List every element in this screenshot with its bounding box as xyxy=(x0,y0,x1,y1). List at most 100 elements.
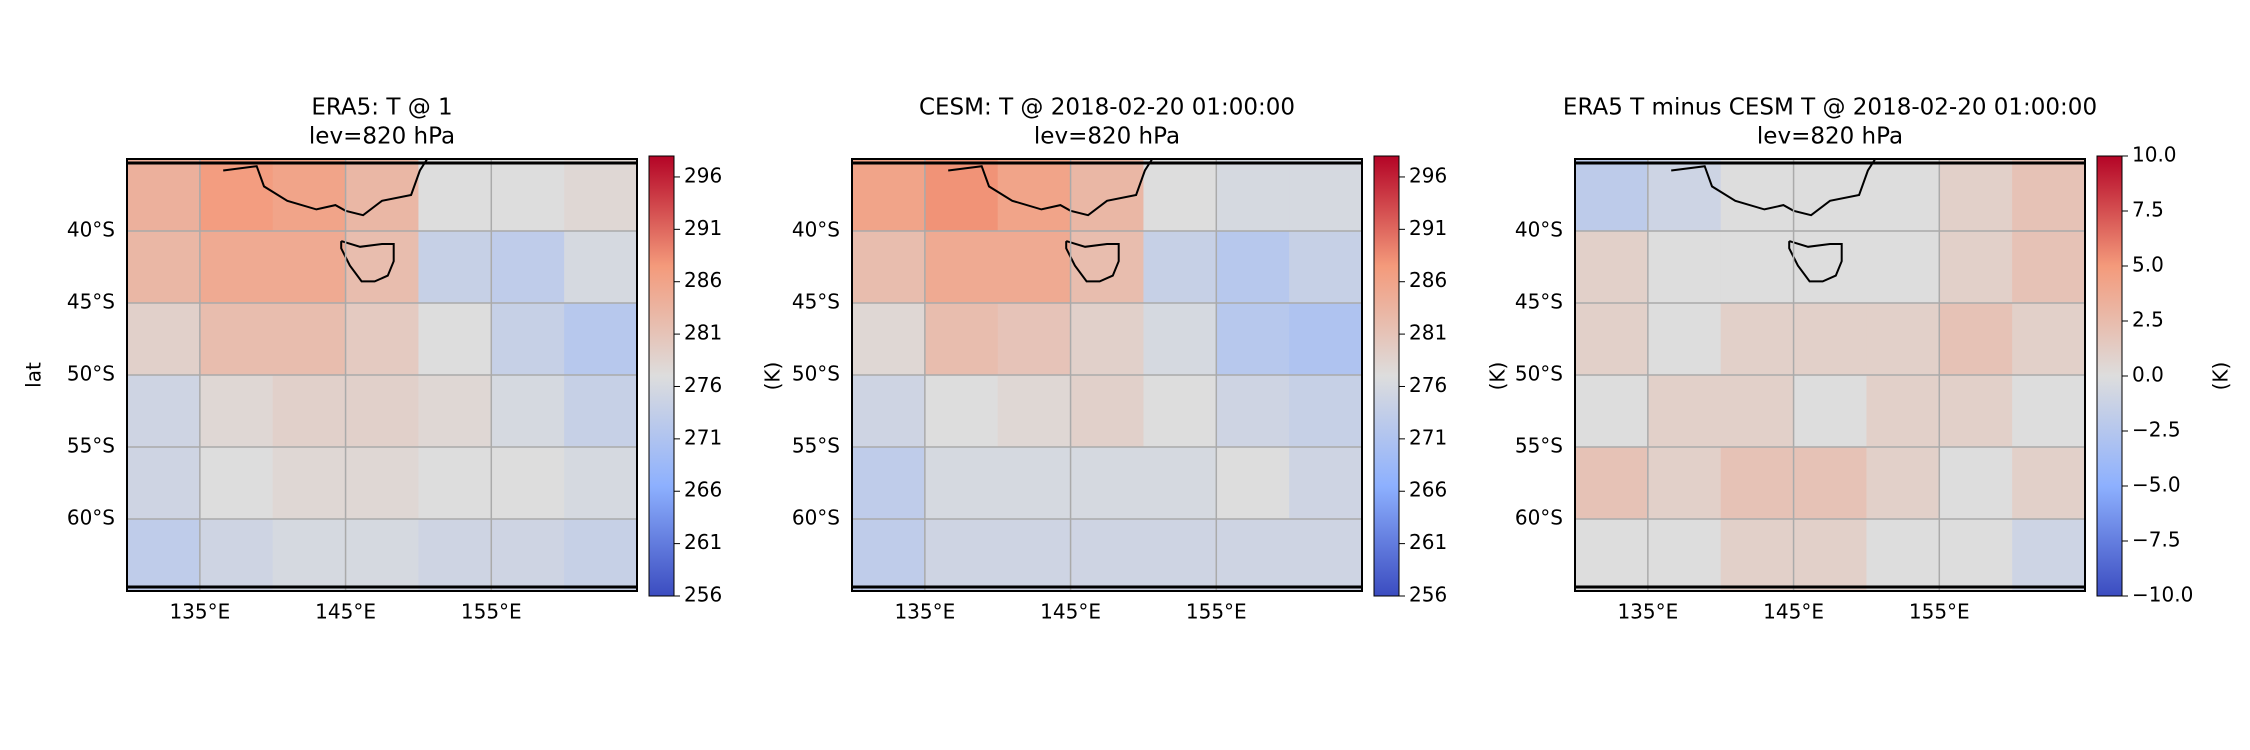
heat-cell xyxy=(1143,375,1217,448)
heat-cell xyxy=(199,159,274,232)
heat-cell xyxy=(1939,375,2013,448)
heat-cell xyxy=(924,519,999,592)
colorbar-tick-label: 256 xyxy=(684,583,722,607)
heat-cell xyxy=(491,231,565,304)
heat-cell xyxy=(997,159,1072,232)
x-tick-label: 145°E xyxy=(1040,600,1101,624)
colorbar xyxy=(648,155,675,597)
heat-cell xyxy=(199,447,274,520)
heat-cell xyxy=(199,375,274,448)
colorbar-tick-label: 291 xyxy=(1409,216,1447,240)
heat-cell xyxy=(924,231,999,304)
heat-cell xyxy=(418,159,492,232)
y-tick-label: 55°S xyxy=(792,434,840,458)
colorbar-tick-label: 5.0 xyxy=(2132,253,2164,277)
coastline xyxy=(340,240,395,283)
heat-cell xyxy=(997,447,1072,520)
x-tick-label: 155°E xyxy=(461,600,522,624)
coastline xyxy=(223,158,429,217)
coastline xyxy=(1065,240,1120,283)
heat-cell xyxy=(1647,231,1722,304)
y-tick-label: 60°S xyxy=(1515,506,1563,530)
heat-cell xyxy=(924,159,999,232)
panel-subtitle: lev=820 hPa xyxy=(1034,124,1180,150)
heat-cell xyxy=(272,231,347,304)
colorbar-tick-label: 296 xyxy=(684,163,722,187)
heat-cell xyxy=(1939,519,2013,592)
heat-cell xyxy=(199,303,274,376)
colorbar-tick-label: −10.0 xyxy=(2132,583,2193,607)
colorbar-tick-label: 261 xyxy=(684,530,722,554)
heat-cell xyxy=(1720,231,1795,304)
colorbar-tick-label: 2.5 xyxy=(2132,308,2164,332)
heat-cell xyxy=(564,519,638,592)
heat-cell xyxy=(491,447,565,520)
heat-cell xyxy=(272,519,347,592)
colorbar-label: (K) xyxy=(761,362,785,391)
panel-subtitle: lev=820 hPa xyxy=(309,124,455,150)
heat-cell xyxy=(127,447,201,520)
heat-cell xyxy=(1216,375,1290,448)
heat-cell xyxy=(1939,303,2013,376)
heat-cell xyxy=(1866,303,1940,376)
colorbar-tick-label: −7.5 xyxy=(2132,528,2181,552)
coastline xyxy=(1671,158,1877,217)
heat-cell xyxy=(852,231,926,304)
heat-cell xyxy=(418,447,492,520)
heat-cell xyxy=(272,447,347,520)
y-tick-label: 45°S xyxy=(1515,290,1563,314)
heat-cell xyxy=(1216,447,1290,520)
heat-cell xyxy=(1143,447,1217,520)
heat-cell xyxy=(997,519,1072,592)
colorbar-tick-label: 296 xyxy=(1409,163,1447,187)
heat-cell xyxy=(418,303,492,376)
y-tick-label: 45°S xyxy=(67,290,115,314)
colorbar-tick-label: −5.0 xyxy=(2132,473,2181,497)
heat-cell xyxy=(345,447,419,520)
colorbar-tick-label: 0.0 xyxy=(2132,363,2164,387)
heat-cell xyxy=(1289,231,1363,304)
colorbar-tick-label: 266 xyxy=(1409,478,1447,502)
colorbar-tick-label: 271 xyxy=(1409,425,1447,449)
heat-cell xyxy=(924,375,999,448)
heat-cell xyxy=(1939,447,2013,520)
colorbar-tick-label: −2.5 xyxy=(2132,418,2181,442)
colorbar-tick-label: 266 xyxy=(684,478,722,502)
heat-cell xyxy=(852,375,926,448)
y-tick-label: 50°S xyxy=(792,362,840,386)
x-tick-label: 155°E xyxy=(1186,600,1247,624)
heat-cell xyxy=(491,519,565,592)
heat-cell xyxy=(1647,519,1722,592)
colorbar xyxy=(2096,155,2123,597)
heat-cell xyxy=(2012,375,2086,448)
coastline xyxy=(948,158,1154,217)
heat-cell xyxy=(1216,303,1290,376)
map-panel: ERA5 T minus CESM T @ 2018-02-20 01:00:0… xyxy=(1515,95,2233,624)
heat-cell xyxy=(1070,231,1144,304)
colorbar xyxy=(1373,155,1400,597)
heat-cell xyxy=(1216,159,1290,232)
x-tick-label: 145°E xyxy=(315,600,376,624)
colorbar-tick-label: 256 xyxy=(1409,583,1447,607)
heat-cell xyxy=(127,519,201,592)
heat-cell xyxy=(1070,519,1144,592)
colorbar-tick-label: 276 xyxy=(684,373,722,397)
heat-cell xyxy=(127,375,201,448)
heat-cell xyxy=(997,303,1072,376)
heat-cell xyxy=(1793,303,1867,376)
heat-cell xyxy=(2012,231,2086,304)
heat-cell xyxy=(924,303,999,376)
heat-cell xyxy=(127,159,201,232)
heat-cell xyxy=(1289,159,1363,232)
x-tick-label: 135°E xyxy=(1617,600,1678,624)
colorbar-tick-label: 7.5 xyxy=(2132,198,2164,222)
heat-cell xyxy=(1575,447,1649,520)
heat-cell xyxy=(1143,231,1217,304)
heat-cell xyxy=(564,303,638,376)
heat-cell xyxy=(997,231,1072,304)
panel-subtitle: lev=820 hPa xyxy=(1757,124,1903,150)
heat-cell xyxy=(1575,231,1649,304)
heat-cell xyxy=(1216,519,1290,592)
x-tick-label: 135°E xyxy=(169,600,230,624)
